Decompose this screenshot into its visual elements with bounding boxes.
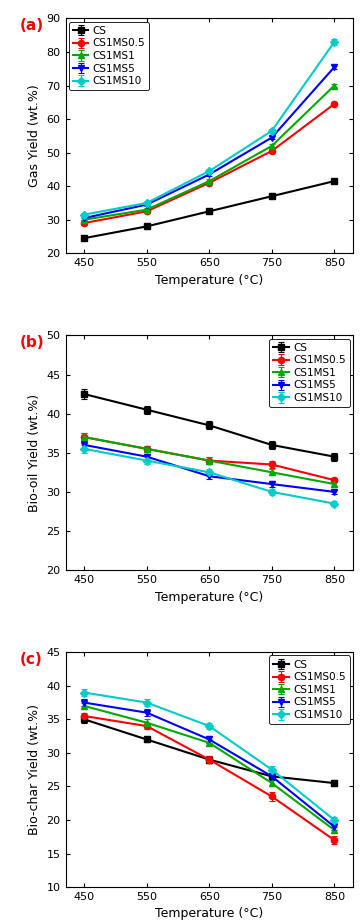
Y-axis label: Gas Yield (wt.%): Gas Yield (wt.%) — [28, 84, 41, 188]
X-axis label: Temperature (°C): Temperature (°C) — [155, 907, 264, 920]
Y-axis label: Bio-char Yield (wt.%): Bio-char Yield (wt.%) — [28, 704, 41, 835]
Text: (b): (b) — [20, 335, 44, 350]
X-axis label: Temperature (°C): Temperature (°C) — [155, 590, 264, 603]
Text: (c): (c) — [20, 652, 42, 667]
Text: (a): (a) — [20, 18, 44, 33]
Legend: CS, CS1MS0.5, CS1MS1, CS1MS5, CS1MS10: CS, CS1MS0.5, CS1MS1, CS1MS5, CS1MS10 — [269, 655, 350, 724]
Legend: CS, CS1MS0.5, CS1MS1, CS1MS5, CS1MS10: CS, CS1MS0.5, CS1MS1, CS1MS5, CS1MS10 — [269, 338, 350, 407]
Legend: CS, CS1MS0.5, CS1MS1, CS1MS5, CS1MS10: CS, CS1MS0.5, CS1MS1, CS1MS5, CS1MS10 — [69, 21, 149, 91]
Y-axis label: Bio-oil Yield (wt.%): Bio-oil Yield (wt.%) — [28, 394, 41, 512]
X-axis label: Temperature (°C): Temperature (°C) — [155, 274, 264, 286]
